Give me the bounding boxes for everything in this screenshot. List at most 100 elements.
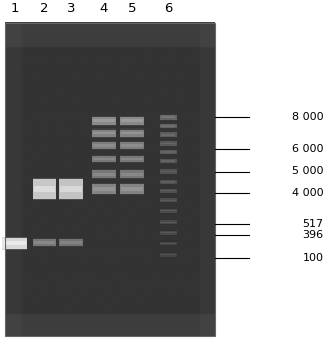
Bar <box>160 219 177 225</box>
Bar <box>92 170 116 178</box>
Text: 5 000: 5 000 <box>292 167 323 176</box>
Bar <box>92 183 116 195</box>
Bar <box>120 184 144 194</box>
Bar <box>93 132 115 134</box>
Bar <box>160 180 177 184</box>
Bar <box>160 231 177 234</box>
Bar <box>120 141 144 150</box>
Bar <box>160 131 177 138</box>
Bar <box>92 116 116 126</box>
Text: 4: 4 <box>100 2 108 15</box>
Bar <box>160 240 177 246</box>
Bar <box>160 169 177 174</box>
Bar <box>92 155 116 163</box>
Bar <box>59 239 83 246</box>
Bar <box>5 23 214 336</box>
Bar <box>92 141 116 150</box>
Bar <box>4 241 26 245</box>
Bar <box>120 128 144 138</box>
Bar <box>120 156 144 162</box>
Bar <box>160 149 177 155</box>
Bar <box>160 179 177 185</box>
Bar <box>3 237 27 250</box>
Bar <box>121 132 143 134</box>
Text: 2: 2 <box>40 2 49 15</box>
Bar <box>161 116 175 118</box>
Bar <box>160 198 177 202</box>
Bar <box>160 141 177 146</box>
Bar <box>120 142 144 149</box>
Bar <box>59 178 83 199</box>
Bar <box>93 187 115 191</box>
Bar <box>161 243 175 244</box>
Bar <box>160 197 177 203</box>
Bar <box>160 114 177 120</box>
Bar <box>160 188 177 194</box>
Bar <box>160 230 177 236</box>
Bar <box>120 183 144 195</box>
Text: 8 000: 8 000 <box>292 112 323 122</box>
Bar <box>59 238 83 247</box>
Bar <box>93 144 115 147</box>
Bar <box>120 116 144 126</box>
Bar <box>93 119 115 122</box>
Bar <box>160 220 177 224</box>
Bar <box>160 189 177 192</box>
Text: 396: 396 <box>302 230 323 240</box>
Bar <box>160 252 177 258</box>
Bar <box>120 170 144 178</box>
Bar <box>92 130 116 136</box>
Bar <box>120 155 144 163</box>
Bar <box>160 208 177 214</box>
Bar <box>160 132 177 137</box>
Bar <box>121 173 143 176</box>
Bar <box>160 122 177 129</box>
Text: 6 000: 6 000 <box>292 144 323 154</box>
Bar <box>161 134 175 135</box>
Bar <box>120 130 144 136</box>
Bar <box>161 181 175 183</box>
Bar <box>92 156 116 162</box>
Bar <box>160 113 177 121</box>
Bar <box>161 232 175 233</box>
Bar <box>121 144 143 147</box>
Text: 517: 517 <box>302 219 323 229</box>
Bar <box>121 119 143 122</box>
Bar <box>60 186 82 192</box>
Text: 1: 1 <box>11 2 19 15</box>
Bar <box>160 150 177 154</box>
Bar <box>161 254 175 256</box>
Bar <box>120 169 144 179</box>
Text: 5: 5 <box>128 2 136 15</box>
Bar <box>160 241 177 245</box>
Bar <box>3 238 27 248</box>
Bar <box>161 125 175 127</box>
Bar <box>160 124 177 128</box>
Bar <box>92 128 116 138</box>
Bar <box>92 142 116 149</box>
Bar <box>34 241 55 244</box>
Bar <box>160 140 177 147</box>
Bar <box>161 199 175 201</box>
Bar <box>161 143 175 144</box>
Bar <box>92 169 116 179</box>
Text: 6: 6 <box>164 2 173 15</box>
Bar <box>33 238 56 247</box>
Bar <box>160 168 177 175</box>
Text: 100: 100 <box>302 253 323 263</box>
Bar <box>60 241 82 244</box>
Text: 3: 3 <box>67 2 75 15</box>
Bar <box>34 186 55 192</box>
Bar <box>33 239 56 246</box>
Bar <box>59 179 83 199</box>
Bar <box>161 160 175 162</box>
Bar <box>161 171 175 172</box>
Bar <box>121 158 143 160</box>
Bar <box>92 117 116 125</box>
Text: 4 000: 4 000 <box>292 188 323 197</box>
Bar <box>92 184 116 194</box>
Bar <box>120 117 144 125</box>
Bar <box>121 187 143 191</box>
Bar <box>160 253 177 257</box>
Bar <box>33 179 56 199</box>
